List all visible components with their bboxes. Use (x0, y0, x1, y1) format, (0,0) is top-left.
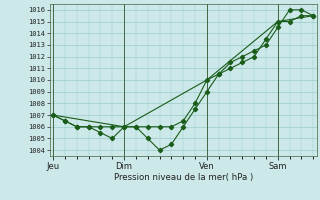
X-axis label: Pression niveau de la mer( hPa ): Pression niveau de la mer( hPa ) (114, 173, 253, 182)
